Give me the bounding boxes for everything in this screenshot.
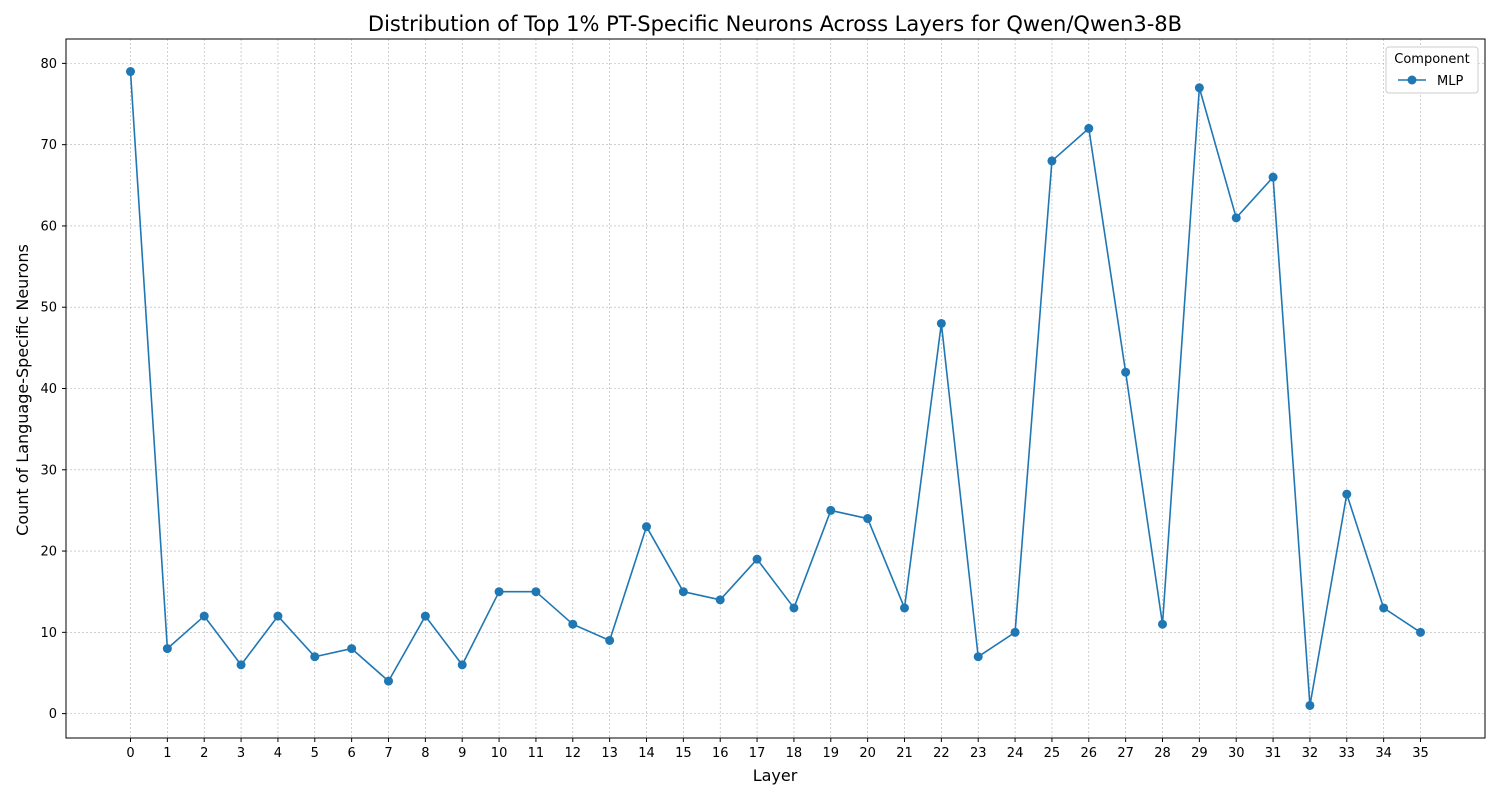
x-tick-label: 32 bbox=[1302, 746, 1319, 761]
data-point bbox=[678, 587, 688, 597]
data-point bbox=[715, 595, 725, 605]
x-axis-label: Layer bbox=[753, 766, 798, 785]
data-point bbox=[494, 587, 504, 597]
data-point bbox=[126, 67, 135, 77]
data-point bbox=[789, 603, 799, 613]
x-tick-label: 35 bbox=[1412, 746, 1429, 761]
data-point bbox=[1047, 156, 1057, 166]
legend-label-mlp: MLP bbox=[1437, 74, 1463, 89]
legend-marker-mlp bbox=[1407, 75, 1417, 85]
x-tick-label: 3 bbox=[237, 746, 245, 761]
data-point bbox=[162, 644, 172, 654]
x-tick-label: 22 bbox=[933, 746, 950, 761]
data-point bbox=[531, 587, 541, 597]
x-tick-label: 10 bbox=[491, 746, 508, 761]
data-point bbox=[1158, 619, 1167, 629]
data-point bbox=[1121, 367, 1131, 377]
x-tick-label: 29 bbox=[1191, 746, 1208, 761]
x-tick-label: 7 bbox=[384, 746, 392, 761]
y-tick-label: 70 bbox=[40, 138, 57, 153]
data-point bbox=[273, 611, 283, 621]
series-mlp bbox=[126, 67, 1425, 710]
data-point bbox=[973, 652, 983, 662]
grid bbox=[66, 39, 1485, 738]
data-point bbox=[936, 318, 946, 328]
data-point bbox=[1084, 123, 1094, 133]
x-tick-label: 23 bbox=[970, 746, 987, 761]
data-point bbox=[420, 611, 430, 621]
x-tick-label: 27 bbox=[1117, 746, 1134, 761]
x-tick-label: 30 bbox=[1228, 746, 1245, 761]
x-tick-label: 11 bbox=[528, 746, 545, 761]
y-tick-label: 20 bbox=[40, 545, 57, 560]
x-tick-label: 24 bbox=[1007, 746, 1024, 761]
y-tick-label: 10 bbox=[40, 626, 57, 641]
data-point bbox=[1010, 627, 1020, 637]
data-point bbox=[199, 611, 209, 621]
data-point bbox=[384, 676, 393, 686]
x-tick-label: 19 bbox=[823, 746, 840, 761]
data-point bbox=[863, 514, 873, 524]
x-tick-label: 14 bbox=[638, 746, 655, 761]
data-point bbox=[1194, 83, 1204, 93]
data-point bbox=[1416, 627, 1425, 637]
y-tick-label: 0 bbox=[49, 707, 57, 722]
x-tick-label: 31 bbox=[1265, 746, 1282, 761]
chart-title: Distribution of Top 1% PT-Specific Neuro… bbox=[368, 12, 1182, 36]
data-point bbox=[900, 603, 909, 613]
data-point bbox=[1231, 213, 1241, 223]
x-tick-label: 12 bbox=[565, 746, 582, 761]
x-tick-label: 15 bbox=[675, 746, 692, 761]
y-tick-label: 60 bbox=[40, 219, 57, 234]
x-tick-label: 34 bbox=[1375, 746, 1392, 761]
data-point bbox=[1268, 172, 1278, 182]
data-point bbox=[236, 660, 246, 670]
x-tick-label: 17 bbox=[749, 746, 766, 761]
x-tick-label: 8 bbox=[421, 746, 429, 761]
x-tick-label: 25 bbox=[1044, 746, 1061, 761]
y-axis-ticks: 0 10 20 30 40 50 60 70 80 bbox=[40, 57, 66, 722]
x-tick-label: 9 bbox=[458, 746, 466, 761]
legend: Component MLP bbox=[1385, 46, 1479, 94]
data-point bbox=[826, 505, 836, 515]
x-tick-label: 0 bbox=[126, 746, 134, 761]
x-tick-label: 13 bbox=[601, 746, 618, 761]
x-tick-label: 33 bbox=[1339, 746, 1356, 761]
x-tick-label: 1 bbox=[163, 746, 171, 761]
x-tick-label: 5 bbox=[311, 746, 319, 761]
x-tick-label: 21 bbox=[896, 746, 913, 761]
data-point bbox=[605, 635, 615, 645]
data-point bbox=[1342, 489, 1352, 499]
data-point bbox=[1305, 700, 1315, 710]
x-tick-label: 26 bbox=[1081, 746, 1098, 761]
x-tick-label: 20 bbox=[859, 746, 876, 761]
data-point bbox=[347, 644, 357, 654]
legend-title: Component bbox=[1394, 52, 1469, 67]
y-tick-label: 50 bbox=[40, 301, 57, 316]
y-tick-label: 80 bbox=[40, 57, 57, 72]
data-point bbox=[457, 660, 467, 670]
data-point bbox=[310, 652, 320, 662]
y-tick-label: 40 bbox=[40, 382, 57, 397]
y-axis-label: Count of Language-Specific Neurons bbox=[13, 244, 32, 536]
x-tick-label: 16 bbox=[712, 746, 729, 761]
x-tick-label: 28 bbox=[1154, 746, 1171, 761]
x-tick-label: 2 bbox=[200, 746, 208, 761]
data-point bbox=[642, 522, 651, 532]
series-line bbox=[129, 71, 1421, 707]
data-point bbox=[752, 554, 762, 564]
x-tick-label: 6 bbox=[348, 746, 356, 761]
data-point bbox=[568, 619, 578, 629]
plot-frame bbox=[65, 38, 1486, 739]
x-axis-ticks: 0 1 2 3 4 5 6 7 8 9 10 11 12 13 14 15 16 17 18 19 20 21 22 23 24… bbox=[126, 738, 1429, 761]
data-point bbox=[1379, 603, 1389, 613]
y-tick-label: 30 bbox=[40, 463, 57, 478]
x-tick-label: 18 bbox=[786, 746, 803, 761]
x-tick-label: 4 bbox=[274, 746, 282, 761]
